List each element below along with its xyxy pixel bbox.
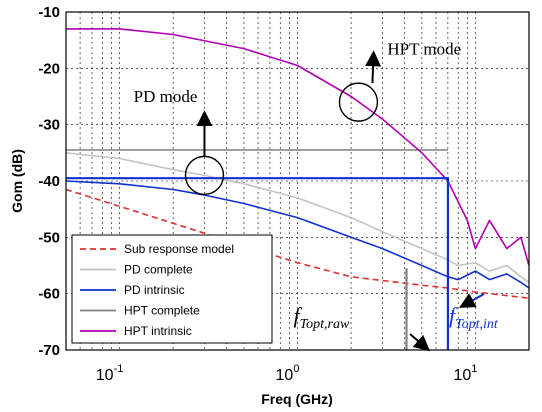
y-tick-label: -70 <box>38 342 60 359</box>
y-tick-label: -20 <box>38 60 60 77</box>
y-tick-label: -10 <box>38 4 60 21</box>
annotation-label: HPT mode <box>387 39 461 58</box>
annotation-circle <box>338 82 379 122</box>
int-marker-arrow <box>459 293 485 308</box>
plot-frame <box>65 11 530 351</box>
series-line <box>66 180 529 289</box>
series-line <box>66 152 529 284</box>
annotation-label: PD mode <box>134 87 198 106</box>
y-tick-label: -40 <box>38 173 60 190</box>
legend: Sub response model PD complete PD intrinsi… <box>71 234 273 344</box>
series-line <box>66 188 529 299</box>
tick-labels: -10 -20 -30 -40 -50 -60 -70 10-1 100 101 <box>38 4 477 384</box>
y-tick-label: -60 <box>38 286 60 303</box>
series-line <box>66 28 529 266</box>
series-layer <box>66 28 529 299</box>
legend-entry: PD complete <box>124 263 193 277</box>
legend-entry: PD intrinsic <box>124 283 185 297</box>
y-tick-label: -30 <box>38 117 60 134</box>
marker-line <box>66 177 449 350</box>
frequency-marker-label: fTopt,raw <box>294 303 350 332</box>
frequency-marker-label: fTopt,int <box>449 303 499 332</box>
x-tick-label: 10-1 <box>96 363 124 384</box>
x-axis-label: Freq (GHz) <box>261 391 333 407</box>
y-tick-label: -50 <box>38 229 60 246</box>
marker-layer <box>66 177 449 350</box>
legend-box <box>71 234 273 344</box>
x-tick-label: 101 <box>453 363 477 384</box>
legend-entry: Sub response model <box>124 242 234 256</box>
legend-entry: HPT complete <box>124 304 200 318</box>
annotation-layer: PD mode HPT mode fTopt,raw fTopt,int <box>134 39 499 352</box>
raw-marker-arrow <box>409 333 431 352</box>
legend-entry: HPT intrinsic <box>124 324 192 338</box>
y-axis-label: Gom (dB) <box>9 149 25 213</box>
annotation-arrow <box>365 50 382 84</box>
x-tick-label: 100 <box>276 363 300 384</box>
